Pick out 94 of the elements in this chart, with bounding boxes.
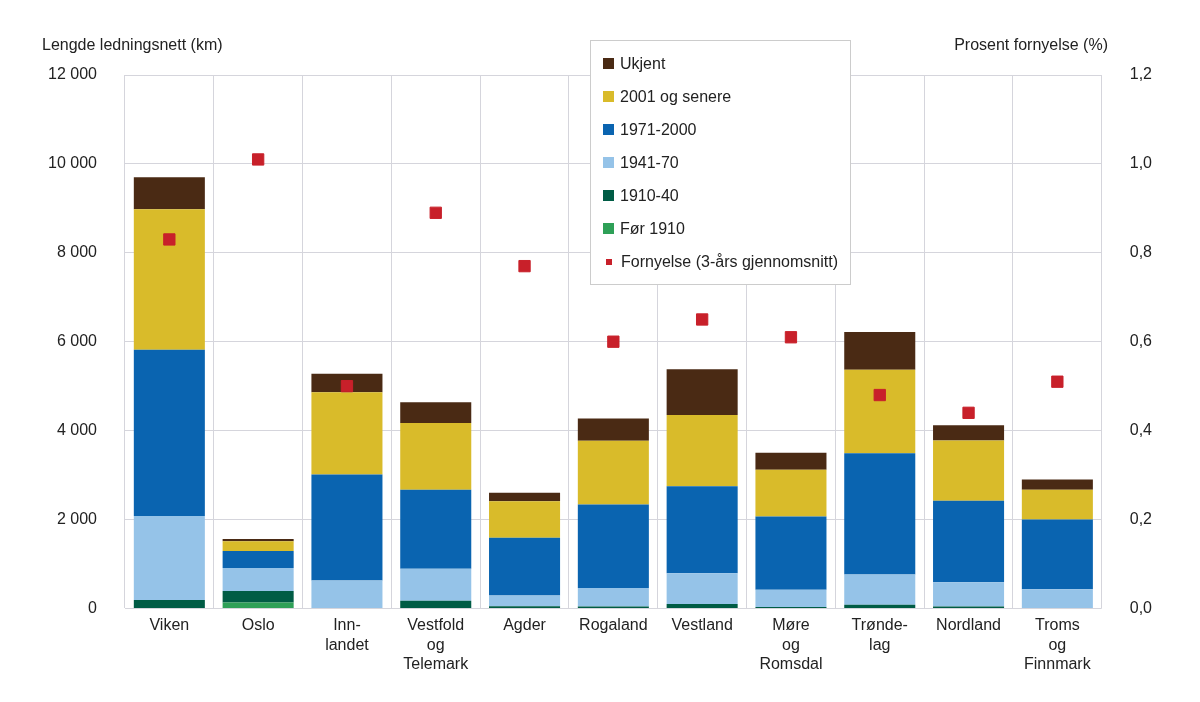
x-tick-label: Vestland xyxy=(671,616,733,634)
legend-label: 2001 og senere xyxy=(620,87,732,106)
point xyxy=(340,379,354,393)
bar xyxy=(577,440,649,505)
y-axis-title: Lengde ledningsnett (km) xyxy=(42,36,223,54)
legend-label: Fornyelse (3-års gjennomsnitt) xyxy=(621,252,838,271)
bar xyxy=(400,489,472,569)
x-tick-label: Viken xyxy=(149,616,190,634)
bar xyxy=(933,500,1005,583)
point xyxy=(873,388,886,402)
bar xyxy=(844,574,916,605)
bar xyxy=(577,418,649,441)
bar xyxy=(577,587,649,607)
bar xyxy=(222,541,294,552)
bar xyxy=(400,423,472,490)
bar xyxy=(222,591,294,603)
bar xyxy=(222,539,294,542)
bar xyxy=(311,392,383,475)
bar xyxy=(489,501,561,538)
bar xyxy=(1021,489,1093,520)
bar xyxy=(666,415,738,487)
bar xyxy=(666,486,738,574)
y-tick-label: 0 xyxy=(88,598,98,616)
bar xyxy=(1021,479,1093,490)
bar xyxy=(933,582,1005,607)
bar xyxy=(666,603,738,608)
bar xyxy=(755,452,827,470)
bar xyxy=(666,573,738,604)
bar xyxy=(1021,519,1093,590)
x-tick-label: Vestfold og Telemark xyxy=(403,616,470,672)
y2-tick-label: 1,2 xyxy=(1129,65,1153,83)
bar xyxy=(489,537,561,596)
bar xyxy=(844,331,916,370)
bar xyxy=(222,567,294,592)
y-tick-label: 2 000 xyxy=(56,509,98,527)
legend-label: 1941-70 xyxy=(620,153,679,172)
point xyxy=(163,233,176,246)
x-tick-label: Trønde- lag xyxy=(851,616,908,653)
point xyxy=(251,153,265,166)
x-tick-label: Nordland xyxy=(936,616,1002,634)
bar xyxy=(400,568,472,601)
bar xyxy=(933,425,1005,441)
y2-tick-label: 0,2 xyxy=(1129,509,1153,527)
y-tick-label: 8 000 xyxy=(56,243,98,261)
bar xyxy=(933,440,1005,501)
bar xyxy=(311,474,383,581)
bar xyxy=(844,369,916,454)
bar xyxy=(222,602,294,608)
legend-label: 1910-40 xyxy=(620,186,679,205)
y2-tick-label: 0,4 xyxy=(1129,421,1153,439)
bar xyxy=(1021,589,1093,608)
point xyxy=(607,335,620,348)
bar xyxy=(133,349,205,516)
bar xyxy=(133,515,205,600)
x-tick-label: Troms og Finnmark xyxy=(1024,616,1092,672)
bar xyxy=(311,580,383,608)
bar xyxy=(133,599,205,608)
y2-tick-label: 1,0 xyxy=(1129,154,1153,172)
x-tick-label: Oslo xyxy=(241,616,275,634)
bar xyxy=(577,504,649,588)
point xyxy=(784,331,798,344)
y-tick-label: 12 000 xyxy=(48,65,98,83)
y2-axis-title: Prosent fornyelse (%) xyxy=(954,36,1108,54)
point xyxy=(962,406,975,419)
bar xyxy=(844,453,916,575)
y-tick-label: 4 000 xyxy=(56,421,98,439)
y2-tick-label: 0,6 xyxy=(1129,332,1153,350)
bar xyxy=(400,402,472,424)
y-tick-label: 10 000 xyxy=(48,154,98,172)
bar xyxy=(755,589,827,608)
bar xyxy=(222,551,294,568)
x-tick-label: Inn- landet xyxy=(325,616,370,653)
bar xyxy=(844,604,916,608)
point xyxy=(518,259,531,273)
y-tick-label: 6 000 xyxy=(56,332,98,350)
point xyxy=(695,313,709,326)
bar xyxy=(666,369,738,416)
x-tick-label: Rogaland xyxy=(579,616,648,634)
legend-label: 1971-2000 xyxy=(620,120,697,139)
y2-tick-label: 0,0 xyxy=(1129,598,1153,616)
bar xyxy=(133,209,205,350)
x-tick-label: Møre og Romsdal xyxy=(759,616,823,672)
bar xyxy=(133,177,205,210)
bar xyxy=(489,595,561,607)
bar xyxy=(400,600,472,608)
bar xyxy=(755,516,827,590)
bar xyxy=(755,469,827,517)
bar xyxy=(489,492,561,502)
x-tick-label: Agder xyxy=(503,616,547,634)
point xyxy=(1051,375,1064,388)
y2-tick-label: 0,8 xyxy=(1129,243,1153,261)
legend-label: Ukjent xyxy=(620,54,666,73)
point xyxy=(429,206,442,219)
legend-label: Før 1910 xyxy=(620,219,685,238)
